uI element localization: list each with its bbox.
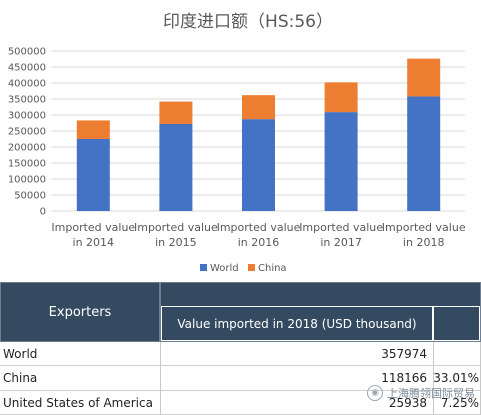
bar-world	[242, 119, 275, 211]
column-divider	[160, 342, 161, 415]
y-tick-label: 250000	[8, 127, 46, 138]
y-tick-label: 200000	[8, 143, 46, 154]
stacked-bar-chart: 印度进口额（HS:56） 0 50000 100000 150000 200000 250…	[8, 12, 466, 274]
legend-label: World	[210, 263, 239, 274]
y-tick-label: 350000	[8, 95, 46, 106]
header-value-box	[161, 306, 433, 341]
column-divider	[433, 342, 434, 415]
chart-title: 印度进口额（HS:56）	[163, 12, 333, 32]
header-value-label: Value imported in 2018 (USD thousand)	[177, 316, 417, 331]
x-tick-label: Imported value	[382, 221, 466, 234]
table-header-value	[160, 282, 481, 342]
wechat-icon: ◉	[367, 385, 383, 401]
table-row-exporter: China	[0, 366, 160, 391]
x-tick-label: in 2015	[155, 236, 197, 249]
y-tick-label: 150000	[8, 159, 46, 170]
bar-world	[407, 96, 441, 211]
x-tick-label: Imported value	[217, 221, 301, 234]
table-row-exporter: World	[0, 342, 160, 366]
y-tick-label: 0	[40, 207, 46, 218]
table-header-exporters: Exporters	[0, 282, 160, 342]
y-tick-label: 450000	[8, 63, 46, 74]
y-tick-label: 500000	[8, 47, 46, 58]
bar-world	[324, 112, 358, 211]
bar-world	[159, 123, 193, 211]
bar-china	[324, 82, 358, 113]
watermark: ◉ 上海腾翎国际贸易	[367, 385, 475, 401]
y-tick-label: 50000	[14, 191, 46, 202]
x-tick-label: in 2014	[73, 236, 115, 249]
table-row-value: 118166	[160, 366, 433, 391]
x-tick-label: in 2018	[403, 236, 445, 249]
legend-label: China	[258, 263, 287, 274]
table-row-share: 33.01%	[433, 366, 481, 391]
table-row-value: 357974	[160, 342, 433, 366]
x-tick-label: Imported value	[299, 221, 383, 234]
bar-china	[407, 58, 441, 97]
bar-china	[159, 101, 193, 124]
y-tick-label: 100000	[8, 175, 46, 186]
watermark-text: 上海腾翎国际贸易	[387, 387, 475, 400]
header-share-box	[433, 306, 480, 341]
y-tick-label: 300000	[8, 111, 46, 122]
x-tick-label: in 2017	[320, 236, 362, 249]
header-exporters-label: Exporters	[48, 304, 112, 320]
legend-swatch	[200, 264, 207, 271]
x-tick-label: in 2016	[238, 236, 280, 249]
table-row-share	[433, 342, 481, 366]
bar-world	[76, 139, 110, 211]
x-tick-label: Imported value	[134, 221, 218, 234]
table-row-exporter: United States of America	[0, 391, 160, 415]
exporters-table: Exporters Value imported in 2018 (USD th…	[0, 282, 481, 415]
x-tick-label: Imported value	[51, 221, 135, 234]
bar-china	[76, 120, 110, 139]
legend-swatch	[248, 264, 255, 271]
bar-china	[242, 95, 275, 120]
y-tick-label: 400000	[8, 79, 46, 90]
chart-area: 印度进口额（HS:56） 0 50000 100000 150000 200000 250…	[7, 12, 466, 274]
